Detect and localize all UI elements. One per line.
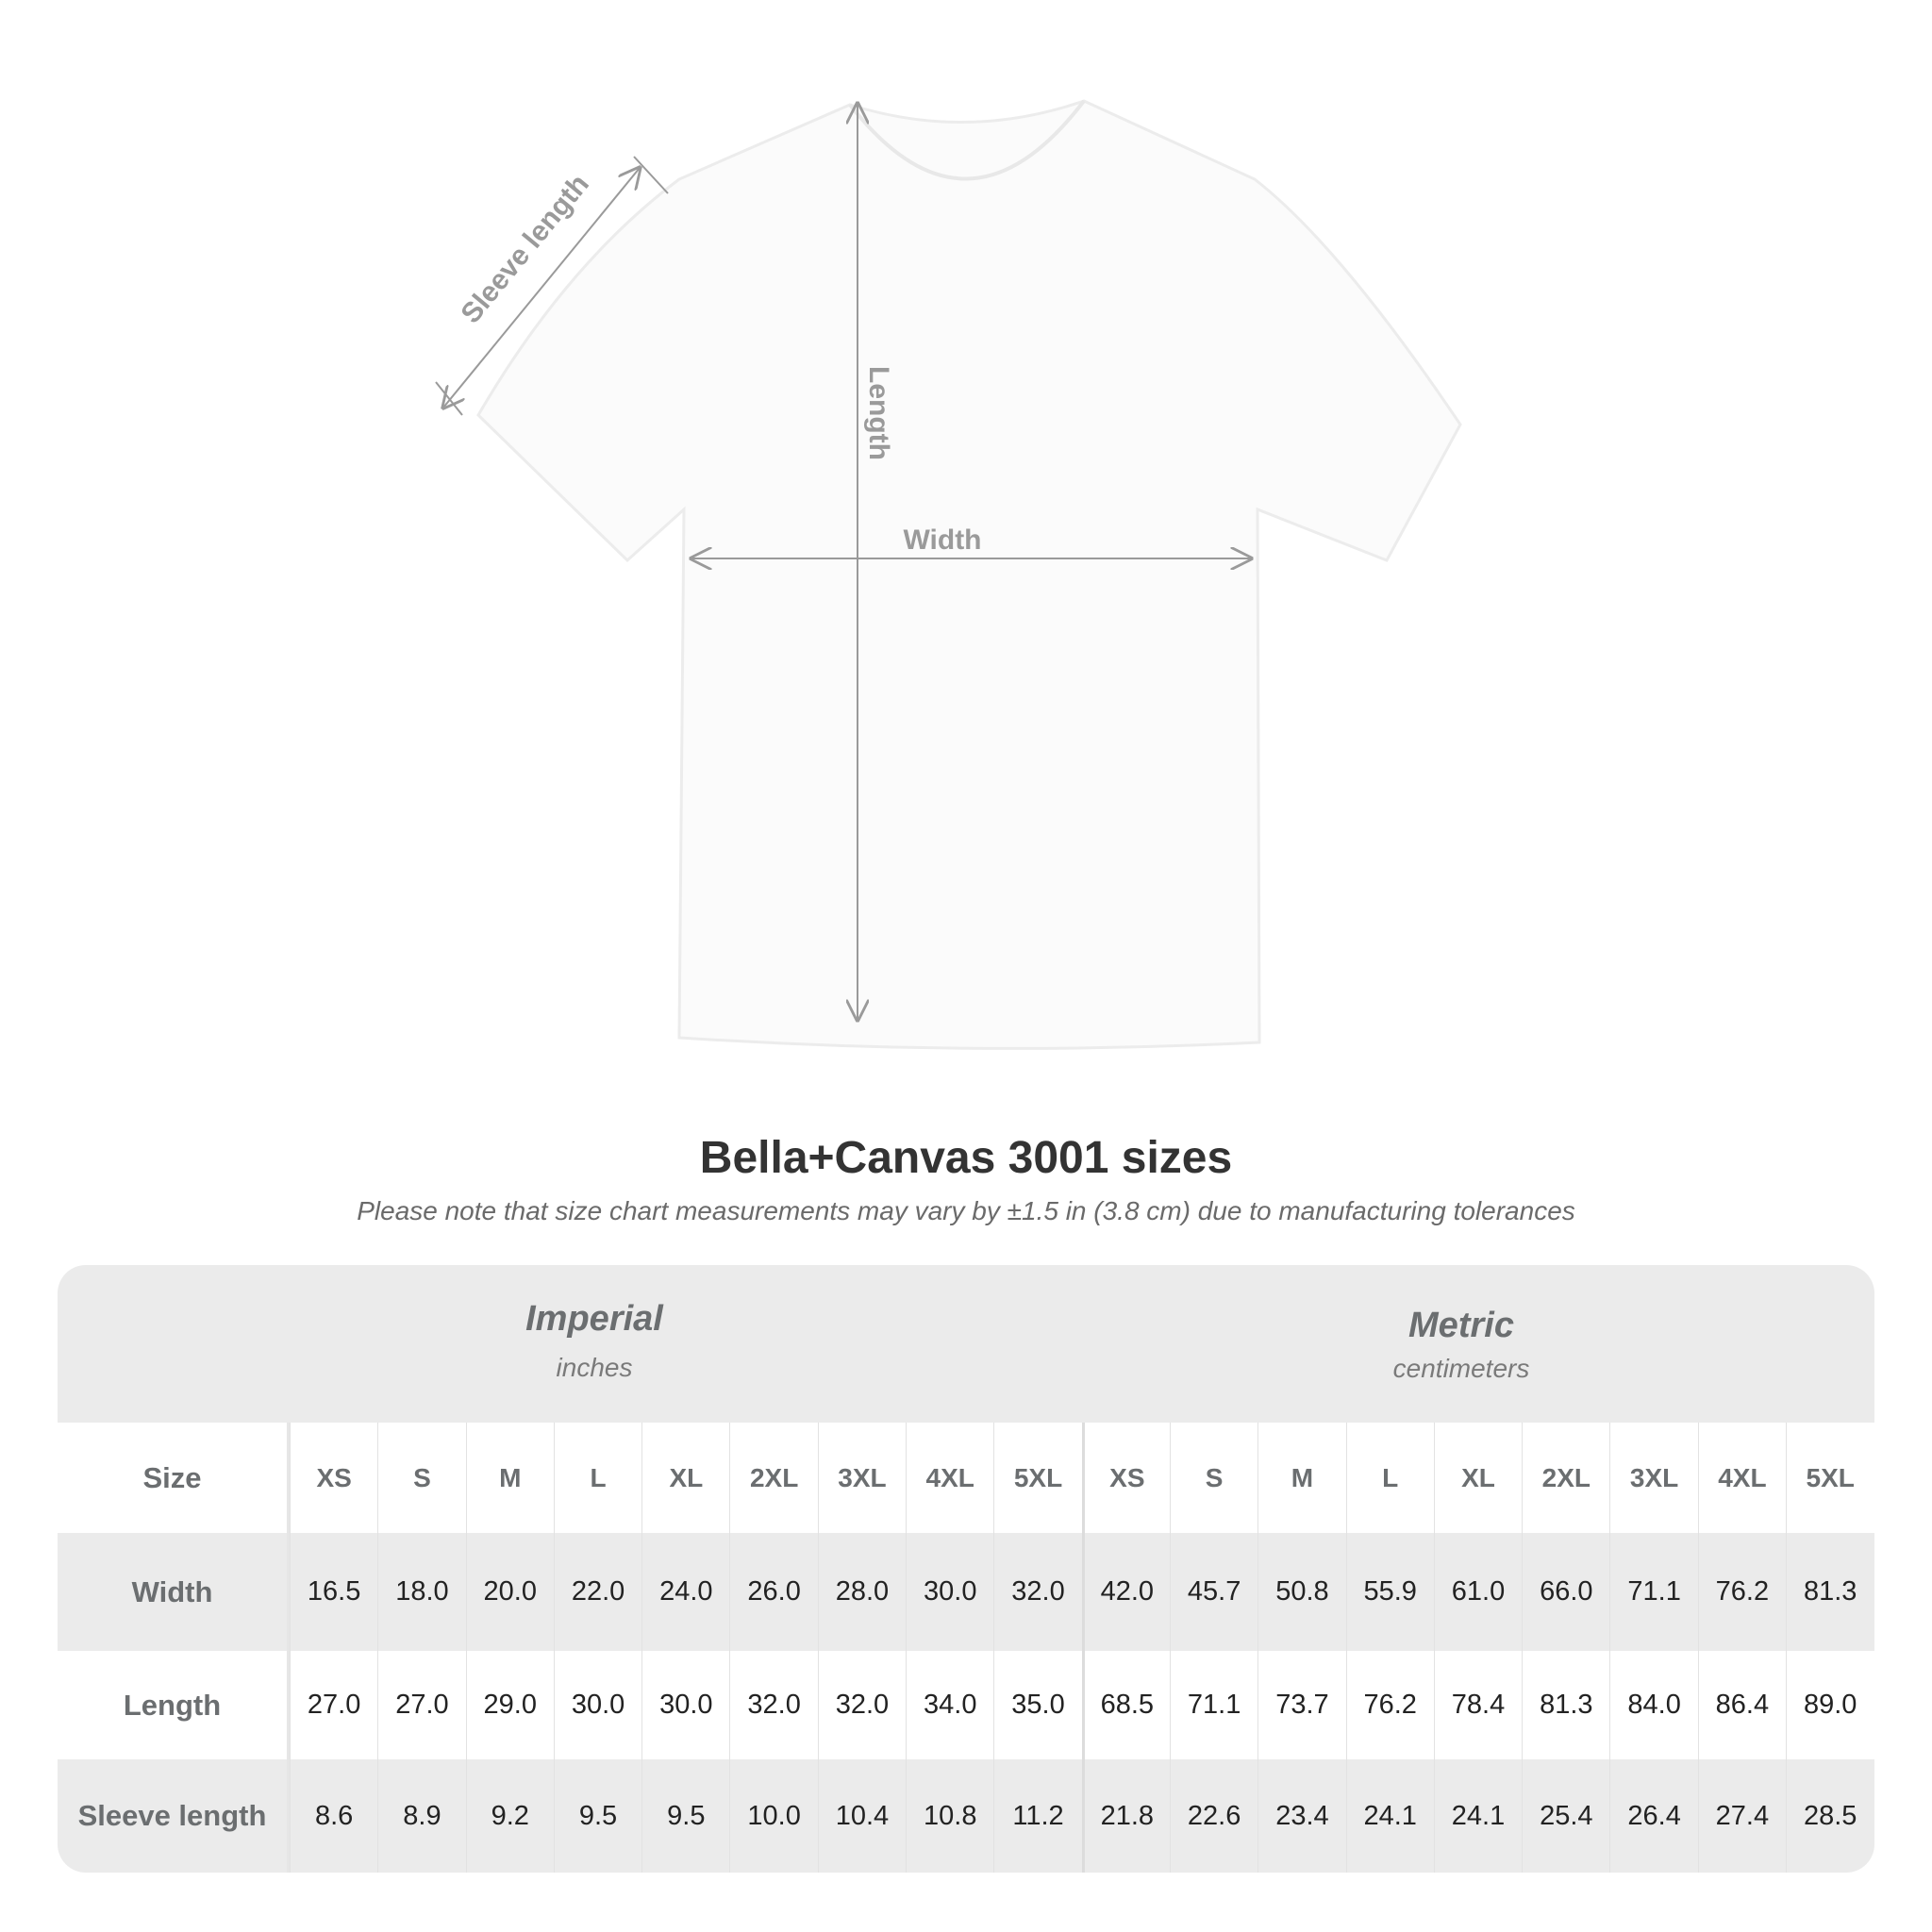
row-label: Width bbox=[58, 1533, 290, 1651]
sleeve-arrow bbox=[443, 168, 640, 408]
table-cell: 45.7 bbox=[1169, 1533, 1257, 1651]
table-cell: 24.1 bbox=[1433, 1759, 1522, 1873]
table-cell: 89.0 bbox=[1786, 1651, 1874, 1759]
width-label: Width bbox=[903, 525, 981, 556]
table-cell: 10.8 bbox=[906, 1759, 993, 1873]
table-cell: 86.4 bbox=[1697, 1651, 1786, 1759]
table-cell: 27.0 bbox=[290, 1651, 377, 1759]
row-label: Length bbox=[58, 1651, 290, 1759]
size-label: Size bbox=[58, 1423, 290, 1533]
table-cell: 81.3 bbox=[1522, 1651, 1609, 1759]
tolerance-note: Please note that size chart measurements… bbox=[357, 1196, 1575, 1225]
table-cell: 26.0 bbox=[729, 1533, 817, 1651]
table-cell: 78.4 bbox=[1433, 1651, 1522, 1759]
metric-title: Metric bbox=[1408, 1306, 1514, 1345]
metric-header: Metric centimeters bbox=[1178, 1306, 1744, 1384]
size-header-cell: L bbox=[1345, 1423, 1434, 1533]
table-cell: 24.1 bbox=[1345, 1759, 1434, 1873]
table-cell: 81.3 bbox=[1786, 1533, 1874, 1651]
neckline bbox=[848, 99, 1086, 181]
table-cell: 28.5 bbox=[1786, 1759, 1874, 1873]
table-cell: 27.0 bbox=[377, 1651, 465, 1759]
size-header-cell: XL bbox=[641, 1423, 729, 1533]
table-cell: 71.1 bbox=[1169, 1651, 1257, 1759]
table-cell: 71.1 bbox=[1609, 1533, 1697, 1651]
table-row: Sleeve length 8.6 8.9 9.2 9.5 9.5 10.0 10.4 10.8… bbox=[58, 1759, 1874, 1873]
size-header-cell: 3XL bbox=[1609, 1423, 1697, 1533]
table-cell: 27.4 bbox=[1697, 1759, 1786, 1873]
table-cell: 22.0 bbox=[553, 1533, 641, 1651]
tshirt-shape bbox=[476, 99, 1462, 1050]
table-row: Width 16.5 18.0 20.0 22.0 24.0 26.0 28.0 30.0 32.… bbox=[58, 1533, 1874, 1651]
table-cell: 10.0 bbox=[729, 1759, 817, 1873]
table-cell: 32.0 bbox=[729, 1651, 817, 1759]
size-header-cell: XS bbox=[290, 1423, 377, 1533]
size-header-cell: 3XL bbox=[817, 1423, 906, 1533]
table-cell: 61.0 bbox=[1433, 1533, 1522, 1651]
imperial-header: Imperial inches bbox=[311, 1299, 877, 1383]
table-cell: 22.6 bbox=[1169, 1759, 1257, 1873]
table-cell: 73.7 bbox=[1257, 1651, 1345, 1759]
table-cell: 16.5 bbox=[290, 1533, 377, 1651]
size-row: Size XS S M L XL 2XL 3XL 4XL 5XL XS S M L XL 2XL 3XL 4XL… bbox=[58, 1423, 1874, 1533]
unit-header bbox=[58, 1265, 1874, 1423]
table-cell: 28.0 bbox=[817, 1533, 906, 1651]
table-cell: 8.6 bbox=[290, 1759, 377, 1873]
table-cell: 35.0 bbox=[993, 1651, 1081, 1759]
table-cell: 9.5 bbox=[553, 1759, 641, 1873]
table-cell: 30.0 bbox=[641, 1651, 729, 1759]
table-cell: 32.0 bbox=[817, 1651, 906, 1759]
size-header-cell: XL bbox=[1433, 1423, 1522, 1533]
size-header-cell: S bbox=[1169, 1423, 1257, 1533]
table-cell: 76.2 bbox=[1345, 1651, 1434, 1759]
table-cell: 11.2 bbox=[993, 1759, 1081, 1873]
table-cell: 50.8 bbox=[1257, 1533, 1345, 1651]
size-header-cell: 4XL bbox=[1697, 1423, 1786, 1533]
size-header-cell: S bbox=[377, 1423, 465, 1533]
size-header-cell: XS bbox=[1081, 1423, 1170, 1533]
metric-unit: centimeters bbox=[1392, 1354, 1530, 1383]
table-cell: 34.0 bbox=[906, 1651, 993, 1759]
table-cell: 29.0 bbox=[465, 1651, 554, 1759]
length-label: Length bbox=[863, 366, 894, 460]
table-cell: 55.9 bbox=[1345, 1533, 1434, 1651]
table-cell: 76.2 bbox=[1697, 1533, 1786, 1651]
table-cell: 26.4 bbox=[1609, 1759, 1697, 1873]
table-cell: 84.0 bbox=[1609, 1651, 1697, 1759]
table-cell: 18.0 bbox=[377, 1533, 465, 1651]
table-cell: 10.4 bbox=[817, 1759, 906, 1873]
row-label: Sleeve length bbox=[58, 1759, 290, 1873]
size-chart-table: Imperial inches Metric centimeters Size … bbox=[58, 1265, 1874, 1873]
table-cell: 25.4 bbox=[1522, 1759, 1609, 1873]
size-header-cell: 2XL bbox=[1522, 1423, 1609, 1533]
table-cell: 66.0 bbox=[1522, 1533, 1609, 1651]
table-cell: 20.0 bbox=[465, 1533, 554, 1651]
page-title: Bella+Canvas 3001 sizes bbox=[699, 1133, 1233, 1183]
table-cell: 8.9 bbox=[377, 1759, 465, 1873]
table-cell: 32.0 bbox=[993, 1533, 1081, 1651]
table-cell: 21.8 bbox=[1081, 1759, 1170, 1873]
table-row: Length 27.0 27.0 29.0 30.0 30.0 32.0 32.0 34.0 35… bbox=[58, 1651, 1874, 1759]
size-header-cell: L bbox=[553, 1423, 641, 1533]
size-header-cell: 4XL bbox=[906, 1423, 993, 1533]
table-cell: 30.0 bbox=[553, 1651, 641, 1759]
size-header-cell: 2XL bbox=[729, 1423, 817, 1533]
table-cell: 9.5 bbox=[641, 1759, 729, 1873]
size-header-cell: M bbox=[1257, 1423, 1345, 1533]
imperial-unit: inches bbox=[556, 1353, 633, 1382]
imperial-title: Imperial bbox=[525, 1299, 663, 1339]
table-cell: 30.0 bbox=[906, 1533, 993, 1651]
table-cell: 24.0 bbox=[641, 1533, 729, 1651]
table-cell: 9.2 bbox=[465, 1759, 554, 1873]
table-cell: 42.0 bbox=[1081, 1533, 1170, 1651]
size-header-cell: 5XL bbox=[1786, 1423, 1874, 1533]
tshirt-diagram: Width Length Sleeve length bbox=[435, 99, 1462, 1050]
size-header-cell: M bbox=[465, 1423, 554, 1533]
table-cell: 23.4 bbox=[1257, 1759, 1345, 1873]
table-cell: 68.5 bbox=[1081, 1651, 1170, 1759]
size-header-cell: 5XL bbox=[993, 1423, 1081, 1533]
